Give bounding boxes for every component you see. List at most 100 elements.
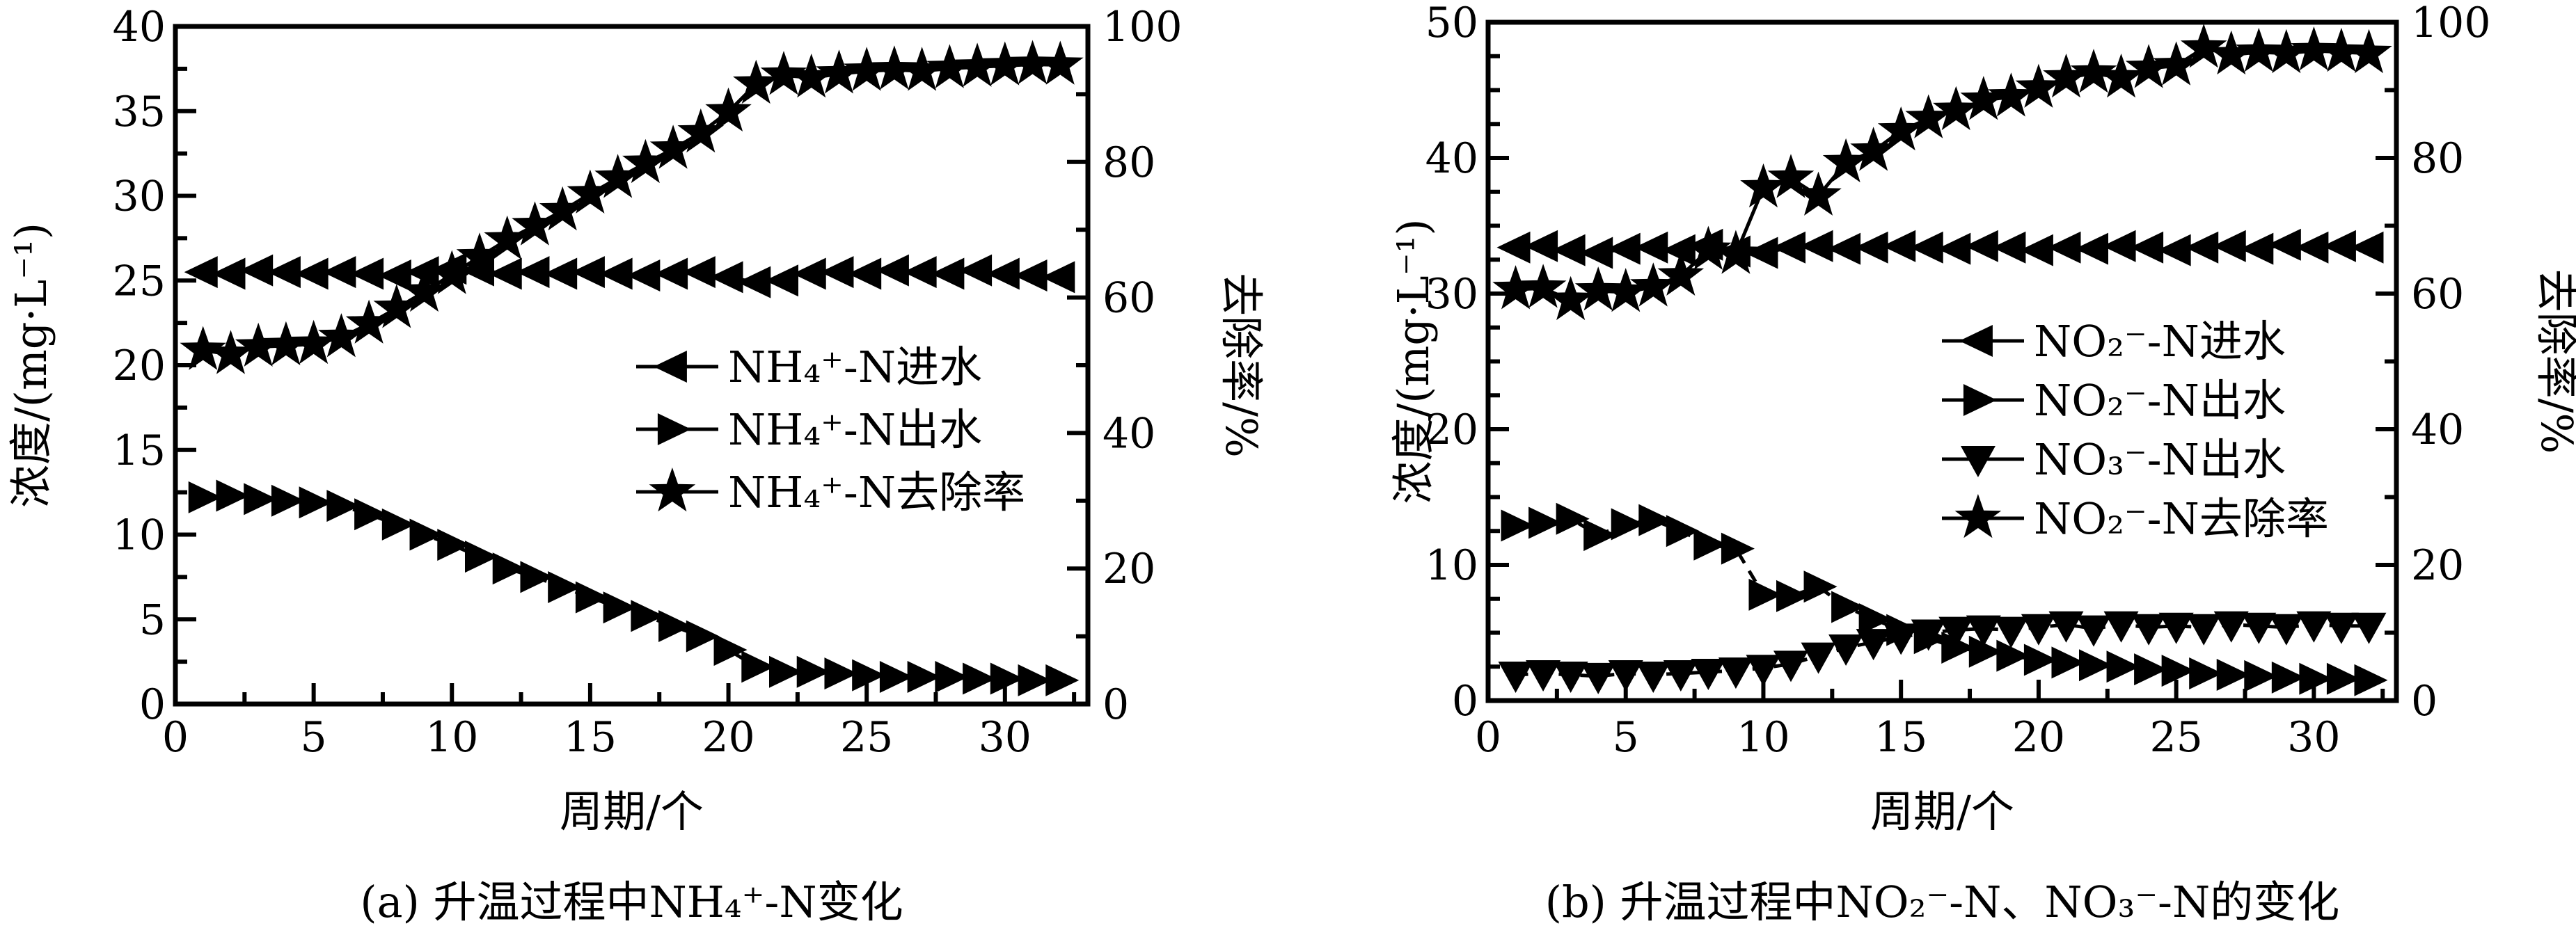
x-tick-label: 20 xyxy=(2012,713,2065,762)
triangle-right-marker xyxy=(741,650,775,683)
triangle-left-marker xyxy=(184,256,218,289)
triangle-right-marker xyxy=(1693,528,1728,561)
triangle-left-marker xyxy=(544,257,578,290)
triangle-left-legend-marker xyxy=(653,351,687,383)
star-marker xyxy=(539,186,586,231)
triangle-left-marker xyxy=(1524,230,1558,262)
legend-item-nh4n-inflow: NH₄⁺-N进水 xyxy=(636,342,982,392)
star-marker xyxy=(1037,40,1084,85)
y-right-tick-label: 0 xyxy=(2411,677,2437,726)
triangle-down-marker xyxy=(1691,659,1726,691)
triangle-left-marker xyxy=(1964,230,1998,262)
triangle-right-marker xyxy=(2161,655,2195,687)
series-no2n-inflow xyxy=(1496,228,2384,269)
star-marker xyxy=(2153,41,2199,86)
triangle-down-marker xyxy=(2076,615,2111,647)
star-marker xyxy=(290,319,337,365)
x-tick-label: 0 xyxy=(1475,713,1501,762)
series-line-nh4n-outflow xyxy=(203,493,1061,682)
triangle-left-marker xyxy=(875,254,909,287)
plot-frame-b xyxy=(1485,19,2399,703)
triangle-right-marker xyxy=(963,662,997,695)
triangle-right-marker xyxy=(437,529,471,561)
triangle-right-marker xyxy=(2051,646,2085,679)
y-right-tick-label: 40 xyxy=(2411,406,2464,454)
triangle-right-marker xyxy=(2244,660,2278,692)
star-marker xyxy=(760,51,807,95)
triangle-right-legend-marker xyxy=(657,413,691,445)
star-marker xyxy=(1822,138,1870,183)
star-marker xyxy=(2015,63,2062,108)
triangle-left-marker xyxy=(2295,231,2329,264)
triangle-left-marker xyxy=(626,259,661,291)
y-left-tick-label: 15 xyxy=(113,426,166,475)
legend-item-nh4n-outflow: NH₄⁺-N出水 xyxy=(636,404,982,455)
triangle-left-marker xyxy=(2047,231,2081,264)
legend-label: NH₄⁺-N出水 xyxy=(728,404,982,455)
triangle-left-marker xyxy=(792,257,826,290)
triangle-down-marker xyxy=(2241,612,2277,644)
triangle-down-marker xyxy=(1608,660,1643,692)
triangle-right-marker xyxy=(1666,515,1700,548)
triangle-left-marker xyxy=(1013,259,1048,291)
legend-label: NO₂⁻-N进水 xyxy=(2034,316,2286,367)
triangle-left-marker xyxy=(2075,232,2108,265)
triangle-down-marker xyxy=(1553,661,1588,693)
triangle-left-marker xyxy=(958,254,993,287)
star-marker xyxy=(1547,275,1594,321)
triangle-right-marker xyxy=(244,483,278,516)
triangle-down-marker xyxy=(1526,660,1561,692)
star-marker xyxy=(1519,264,1567,308)
legend-label: NO₂⁻-N出水 xyxy=(2034,375,2286,426)
tick-labels-b: 0 5 10 15 20 25 30 0 10 20 30 40 50 0 20 40 60 80 100 xyxy=(1425,0,2491,762)
star-marker xyxy=(1933,86,1980,131)
legend-item-nh4n-removal: NH₄⁺-N去除率 xyxy=(636,467,1025,518)
y-left-tick-label: 5 xyxy=(139,596,166,644)
triangle-right-marker xyxy=(658,609,693,642)
star-marker xyxy=(1657,251,1705,296)
triangle-left-marker xyxy=(681,256,716,289)
triangle-right-marker xyxy=(2023,644,2057,676)
star-marker xyxy=(1574,266,1622,311)
triangle-right-marker xyxy=(575,581,609,614)
triangle-down-marker xyxy=(1828,634,1864,666)
star-marker xyxy=(2208,30,2254,75)
triangle-right-marker xyxy=(2079,649,2112,682)
triangle-left-marker xyxy=(1799,230,1833,262)
triangle-right-marker xyxy=(1941,631,1975,664)
star-marker xyxy=(1009,40,1056,84)
triangle-down-marker xyxy=(1993,616,2029,648)
y-left-tick-label: 25 xyxy=(113,257,166,305)
series-nh4n-outflow xyxy=(188,479,1080,696)
legend-label: NH₄⁺-N进水 xyxy=(728,342,982,392)
triangle-right-marker xyxy=(2189,657,2223,689)
triangle-down-marker xyxy=(1663,660,1698,692)
caption-b: (b) 升温过程中NO₂⁻-N、NO₃⁻-N的变化 xyxy=(1545,877,2340,927)
y-right-tick-label: 60 xyxy=(2411,270,2464,319)
triangle-right-marker xyxy=(409,518,443,551)
triangle-left-marker xyxy=(1882,230,1916,262)
triangle-left-marker xyxy=(1772,231,1805,264)
triangle-right-marker xyxy=(548,570,582,603)
triangle-right-marker xyxy=(603,591,637,624)
legend-label: NO₃⁻-N出水 xyxy=(2034,434,2286,485)
triangle-down-marker xyxy=(1498,661,1533,693)
triangle-right-marker xyxy=(1803,570,1838,603)
triangle-left-marker xyxy=(1854,231,1888,264)
triangle-right-marker xyxy=(271,484,305,517)
triangle-left-marker xyxy=(654,257,688,290)
triangle-left-marker xyxy=(322,256,356,289)
star-marker xyxy=(401,267,448,312)
star-marker xyxy=(207,330,254,374)
triangle-left-marker xyxy=(1992,231,2026,264)
triangle-left-marker xyxy=(1909,231,1943,264)
star-marker xyxy=(2125,44,2172,88)
triangle-left-marker xyxy=(903,256,937,289)
star-marker xyxy=(345,299,393,344)
y-left-tick-label: 10 xyxy=(1425,541,1478,590)
triangle-right-marker xyxy=(879,661,913,694)
triangle-down-marker xyxy=(1856,629,1891,661)
star-marker xyxy=(1988,72,2034,117)
triangle-down-legend-marker xyxy=(1960,446,1996,477)
legend-item-no2n-outflow: NO₂⁻-N出水 xyxy=(1942,375,2286,426)
